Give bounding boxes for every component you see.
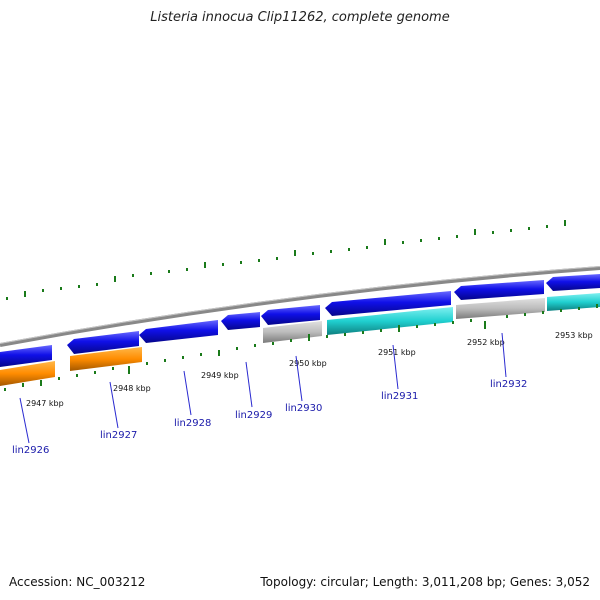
gene-arrow[interactable]	[0, 345, 52, 367]
scale-label: 2948 kbp	[113, 384, 151, 393]
genome-backbone	[0, 266, 600, 347]
gene-arrow[interactable]	[221, 312, 260, 330]
accession-text: Accession: NC_003212	[9, 575, 146, 589]
gene-arrow[interactable]	[67, 331, 139, 354]
gene-arrow[interactable]	[546, 274, 600, 291]
scale-label: 2947 kbp	[26, 399, 64, 408]
gene-block[interactable]	[547, 293, 600, 311]
gene-arrow[interactable]	[325, 291, 451, 316]
gene-leaders	[19, 332, 507, 444]
gene-arrow[interactable]	[139, 320, 218, 343]
topology-text: Topology: circular; Length: 3,011,208 bp…	[260, 575, 590, 589]
scale-label: 2953 kbp	[555, 331, 593, 340]
scale-label: 2949 kbp	[201, 371, 239, 380]
gene-labels: lin2926 lin2927 lin2928 lin2929 lin2930 …	[12, 379, 527, 456]
gene-block[interactable]	[456, 298, 545, 319]
scale-label: 2951 kbp	[378, 348, 416, 357]
gene-label[interactable]: lin2930	[285, 403, 322, 414]
gene-label[interactable]: lin2926	[12, 445, 49, 456]
gene-block[interactable]	[263, 321, 322, 343]
gene-label[interactable]: lin2932	[490, 379, 527, 390]
forward-genes	[0, 274, 600, 367]
gene-label[interactable]: lin2927	[100, 430, 137, 441]
outer-tick-ring	[6, 220, 566, 300]
reverse-genes	[0, 293, 600, 386]
gene-block[interactable]	[70, 347, 142, 371]
gene-block[interactable]	[327, 307, 453, 335]
gene-label[interactable]: lin2931	[381, 391, 418, 402]
gene-block[interactable]	[0, 361, 55, 386]
scale-tick-ring	[4, 304, 598, 391]
scale-labels: 2947 kbp 2948 kbp 2949 kbp 2950 kbp 2951…	[26, 331, 593, 408]
map-title: Listeria innocua Clip11262, complete gen…	[150, 10, 450, 25]
scale-label: 2950 kbp	[289, 359, 327, 368]
gene-label[interactable]: lin2928	[174, 418, 211, 429]
gene-arrow[interactable]	[261, 305, 320, 325]
gene-label[interactable]: lin2929	[235, 410, 272, 421]
scale-label: 2952 kbp	[467, 338, 505, 347]
gene-arrow[interactable]	[454, 280, 544, 300]
